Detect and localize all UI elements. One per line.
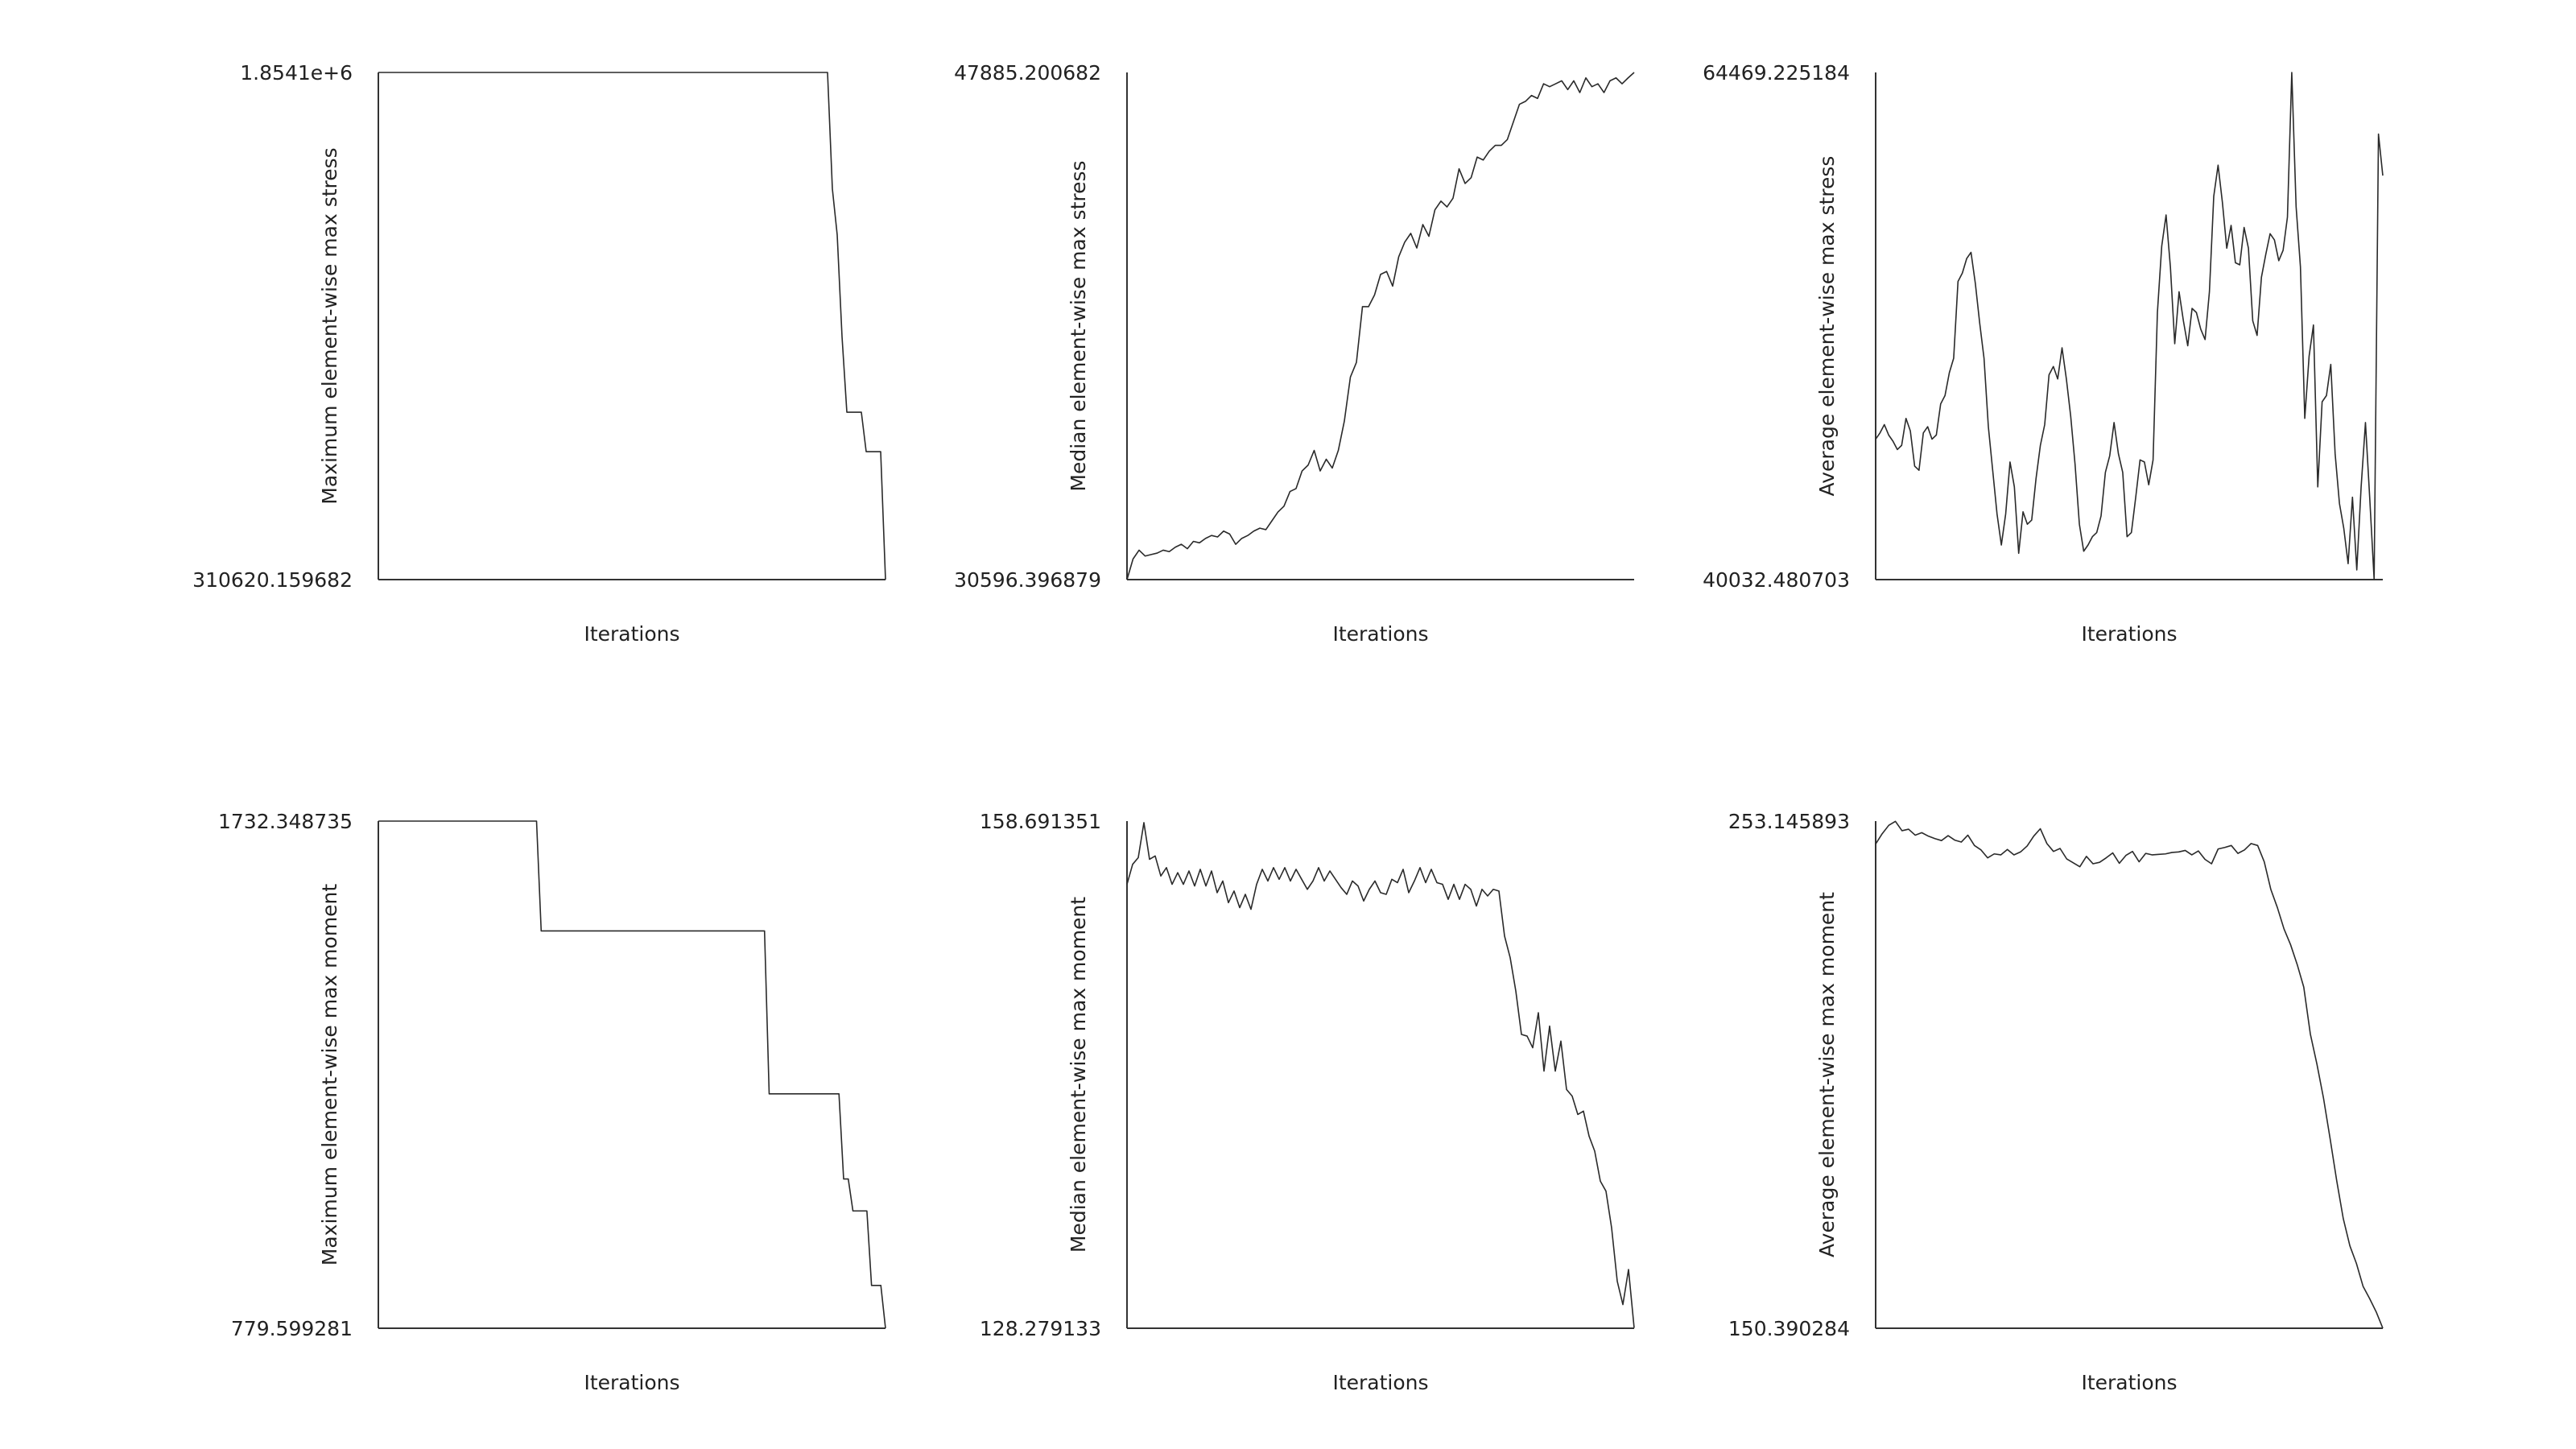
y-axis-title: Maximum element-wise max stress (318, 147, 341, 504)
y-axis-title: Average element-wise max stress (1815, 156, 1839, 497)
chart-svg: 128.279133 158.691351 Iterations Median ele… (980, 810, 1635, 1394)
x-axis-title: Iterations (584, 622, 679, 646)
x-axis-title: Iterations (2081, 622, 2177, 646)
chart-panel-bottom-left: 779.599281 1732.348735 Iterations Maximum e… (129, 781, 886, 1425)
x-axis-title: Iterations (2081, 1371, 2177, 1394)
y-tick-label-min: 310620.159682 (192, 568, 353, 592)
y-tick-label-max: 47885.200682 (954, 61, 1101, 85)
chart-svg: 150.390284 253.145893 Iterations Average el… (1728, 810, 2384, 1394)
series-line-0 (1126, 822, 1635, 1328)
chart-svg: 310620.159682 1.8541e+6 Iterations Maximum … (192, 61, 886, 646)
y-tick-label-min: 40032.480703 (1703, 568, 1850, 592)
series-line-0 (1126, 72, 1635, 580)
y-axis-title: Median element-wise max stress (1067, 160, 1090, 491)
y-tick-label-max: 158.691351 (980, 810, 1101, 833)
series-line-0 (378, 72, 886, 580)
y-tick-label-min: 30596.396879 (954, 568, 1101, 592)
y-tick-label-max: 64469.225184 (1703, 61, 1850, 85)
chart-panel-top-middle: 30596.396879 47885.200682 Iterations Median… (877, 32, 1635, 676)
y-axis-title: Maximum element-wise max moment (318, 884, 341, 1266)
chart-panel-top-left: 310620.159682 1.8541e+6 Iterations Maximum … (129, 32, 886, 676)
y-tick-label-min: 150.390284 (1728, 1317, 1850, 1340)
series-line-0 (1875, 72, 2384, 580)
y-tick-label-max: 1732.348735 (218, 810, 353, 833)
chart-panel-bottom-middle: 128.279133 158.691351 Iterations Median ele… (877, 781, 1635, 1425)
y-tick-label-max: 1.8541e+6 (240, 61, 353, 85)
chart-svg: 40032.480703 64469.225184 Iterations Averag… (1703, 61, 2384, 646)
chart-svg: 30596.396879 47885.200682 Iterations Median… (954, 61, 1635, 646)
y-axis-title: Average element-wise max moment (1815, 892, 1839, 1257)
series-line-0 (378, 820, 886, 1329)
x-axis-title: Iterations (1332, 622, 1428, 646)
y-tick-label-min: 779.599281 (231, 1317, 353, 1340)
x-axis-title: Iterations (1332, 1371, 1428, 1394)
y-axis-title: Median element-wise max moment (1067, 897, 1090, 1253)
y-tick-label-max: 253.145893 (1728, 810, 1850, 833)
y-tick-label-min: 128.279133 (980, 1317, 1101, 1340)
x-axis-title: Iterations (584, 1371, 679, 1394)
chart-panel-top-right: 40032.480703 64469.225184 Iterations Averag… (1626, 32, 2384, 676)
chart-panel-bottom-right: 150.390284 253.145893 Iterations Average el… (1626, 781, 2384, 1425)
series-line-0 (1875, 820, 2384, 1329)
chart-svg: 779.599281 1732.348735 Iterations Maximum e… (218, 810, 886, 1394)
